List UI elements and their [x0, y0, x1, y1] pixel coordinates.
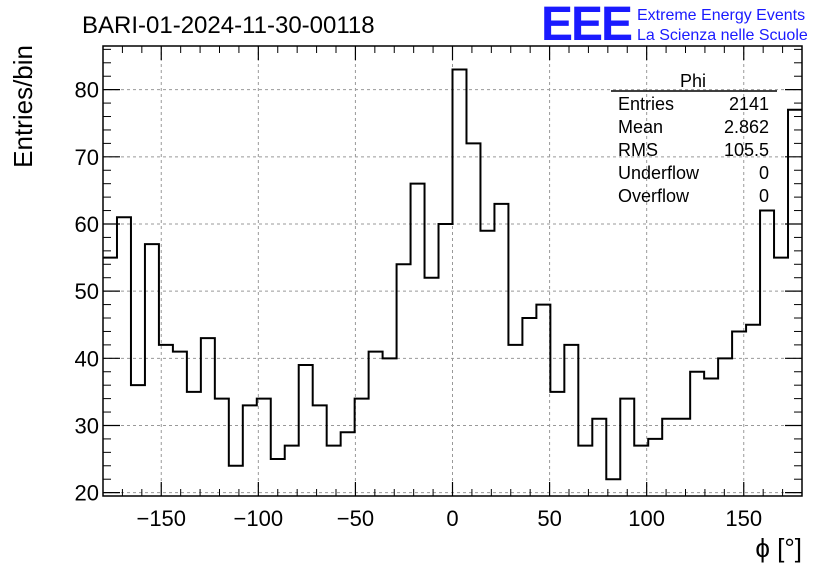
stats-row-label: Underflow: [618, 163, 700, 183]
x-axis-label: ϕ [°]: [755, 533, 802, 563]
stats-row-value: 0: [759, 163, 769, 183]
histogram-bin: [201, 338, 215, 496]
stats-row-label: Mean: [618, 117, 663, 137]
histogram-bin: [494, 204, 508, 496]
x-tick-label: 0: [446, 506, 458, 531]
histogram-bin: [718, 358, 732, 496]
histogram-bin: [732, 331, 746, 496]
histogram-bin: [522, 318, 536, 496]
histogram-bin: [662, 419, 676, 496]
histogram-bin: [592, 419, 606, 496]
histogram-bin: [466, 143, 480, 496]
histogram-bin: [117, 217, 131, 496]
histogram-bin: [648, 439, 662, 496]
histogram-bin: [620, 399, 634, 496]
stats-row-value: 2141: [729, 94, 769, 114]
histogram-bin: [760, 211, 774, 496]
histogram-bin: [606, 479, 620, 496]
histogram-bin: [439, 224, 453, 496]
histogram-bin: [215, 399, 229, 496]
eee-logo-mark: EEE: [541, 0, 632, 51]
histogram-bin: [159, 345, 173, 496]
stats-row-value: 105.5: [724, 140, 769, 160]
histogram-bin: [229, 466, 243, 496]
histogram-bin: [327, 446, 341, 496]
x-tick-label: 50: [537, 506, 561, 531]
stats-row-label: Overflow: [618, 186, 690, 206]
y-axis-label: Entries/bin: [8, 45, 38, 168]
histogram-bin: [690, 372, 704, 496]
histogram-bin: [285, 446, 299, 496]
histogram-bin: [704, 378, 718, 496]
x-tick-label: −100: [234, 506, 284, 531]
histogram-bin: [369, 352, 383, 496]
histogram-bin: [243, 405, 257, 496]
histogram-bin: [313, 405, 327, 496]
histogram-bin: [425, 278, 439, 496]
histogram-bin: [453, 70, 467, 496]
logo-line-2: La Scienza nelle Scuole: [637, 27, 808, 44]
histogram-bin: [173, 352, 187, 496]
y-tick-label: 30: [75, 413, 99, 438]
histogram-bin: [550, 392, 564, 496]
histogram-bin: [578, 446, 592, 496]
stats-rows: Entries 2141 Mean 2.862 RMS 105.5 Underflow 0 Ov…: [618, 94, 769, 206]
logo-line-1: Extreme Energy Events: [637, 7, 805, 24]
tick-labels: −150 −100 −50 0 50 100 150 20 30 40 50 60 70 80: [75, 78, 763, 531]
histogram-outline: [103, 68, 802, 481]
histogram-bin: [774, 258, 788, 496]
histogram-bin: [788, 110, 802, 496]
y-tick-label: 70: [75, 145, 99, 170]
histogram-bin: [564, 345, 578, 496]
histogram-bin: [383, 358, 397, 496]
histogram-bars: [103, 68, 802, 496]
y-tick-label: 40: [75, 346, 99, 371]
histogram-bin: [508, 345, 522, 496]
histogram-bin: [536, 305, 550, 496]
histogram-bin: [257, 399, 271, 496]
histogram-bin: [411, 184, 425, 496]
histogram-bin: [397, 264, 411, 496]
stats-row-value: 2.862: [724, 117, 769, 137]
chart-title: BARI-01-2024-11-30-00118: [82, 12, 375, 39]
y-tick-label: 50: [75, 279, 99, 304]
stats-row-label: Entries: [618, 94, 674, 114]
histogram-bin: [145, 244, 159, 496]
x-tick-label: 100: [628, 506, 665, 531]
y-tick-label: 20: [75, 481, 99, 506]
stats-row-label: RMS: [618, 140, 658, 160]
y-tick-label: 80: [75, 78, 99, 103]
histogram-bin: [299, 365, 313, 496]
stats-title: Phi: [680, 71, 706, 91]
histogram-bin: [676, 419, 690, 496]
histogram-bin: [341, 432, 355, 496]
stats-box: Phi Entries 2141 Mean 2.862 RMS 105.5 Underflo…: [611, 71, 777, 206]
x-tick-label: −50: [337, 506, 374, 531]
stats-row-value: 0: [759, 186, 769, 206]
histogram-bin: [131, 385, 145, 496]
histogram-bin: [103, 258, 117, 496]
histogram-bin: [355, 399, 369, 496]
x-tick-label: 150: [725, 506, 762, 531]
x-tick-label: −150: [136, 506, 186, 531]
y-tick-label: 60: [75, 212, 99, 237]
histogram-bin: [746, 325, 760, 496]
histogram-bin: [480, 231, 494, 496]
histogram-bin: [187, 392, 201, 496]
axis-ticks: [102, 46, 803, 496]
